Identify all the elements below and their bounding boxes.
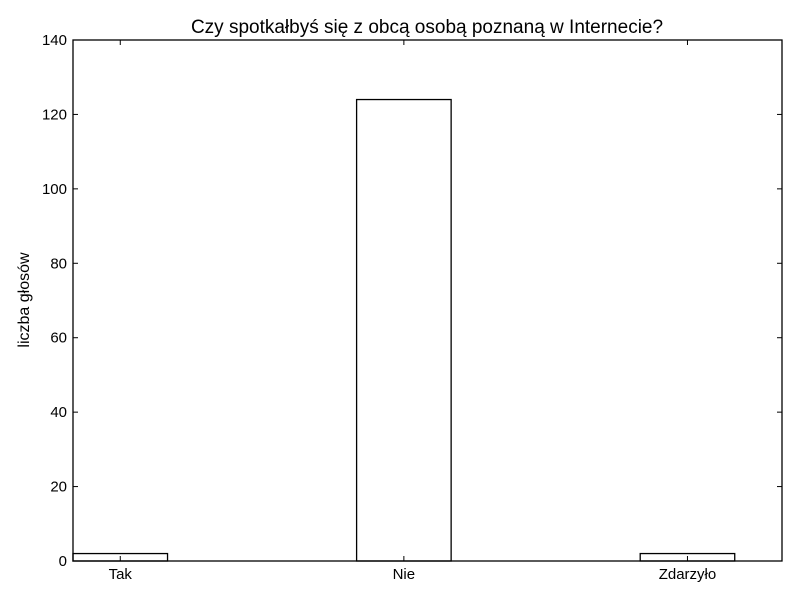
plot-area: Tak Nie Zdarzyło 0 20 40 60 80 100 120 140 xyxy=(42,32,783,583)
y-tick-label: 20 xyxy=(50,479,67,496)
x-tick-label: Zdarzyło xyxy=(659,566,717,583)
y-axis-label: liczba głosów xyxy=(16,252,33,348)
y-tick-label: 140 xyxy=(42,32,67,49)
chart-title: Czy spotkałbyś się z obcą osobą poznaną … xyxy=(191,17,663,38)
y-tick-label: 40 xyxy=(50,404,67,421)
y-tick-label: 100 xyxy=(42,181,67,198)
bar-nie xyxy=(355,98,452,562)
x-tick-label: Nie xyxy=(393,566,416,583)
y-tick-label: 0 xyxy=(59,553,67,570)
y-tick-label: 120 xyxy=(42,106,67,123)
plot-frame xyxy=(72,39,783,562)
x-tick-label: Tak xyxy=(109,566,133,583)
y-tick-label: 80 xyxy=(50,255,67,272)
y-tick-label: 60 xyxy=(50,330,67,347)
